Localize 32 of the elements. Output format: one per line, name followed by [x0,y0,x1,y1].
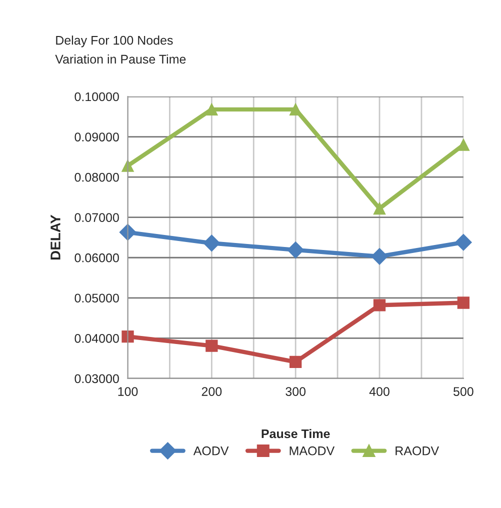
x-tick-label: 300 [286,387,306,396]
x-tick-label: 500 [454,387,474,396]
y-tick-label: 0.04000 [74,334,119,343]
y-tick-label: 0.05000 [74,294,119,303]
y-axis-title: DELAY [50,214,60,260]
y-tick-label: 0.07000 [74,213,119,222]
legend-label: RAODV [396,446,440,456]
x-axis-title: Pause Time [262,429,330,438]
point [122,330,134,343]
point [373,299,386,312]
point [206,340,218,352]
x-tick-label: 200 [202,387,222,396]
point [373,202,386,215]
point [455,234,472,251]
point [206,103,218,116]
legend-label: AODV [193,446,229,456]
point [457,138,470,151]
point [290,356,302,368]
x-tick-label: 400 [369,387,390,396]
y-tick-label: 0.06000 [74,253,119,262]
point [457,296,470,309]
point [290,103,302,116]
y-tick-label: 0.09000 [74,132,119,142]
y-tick-label: 0.10000 [74,92,119,102]
x-tick-label: 100 [118,387,138,396]
point [371,248,388,265]
legend-label: MAODV [290,446,335,456]
y-tick-label: 0.03000 [74,374,119,384]
point [287,242,304,258]
y-tick-label: 0.08000 [74,172,119,182]
point [203,234,220,252]
chart-title: Delay For 100 Nodes Variation in Pause Time [55,36,186,64]
